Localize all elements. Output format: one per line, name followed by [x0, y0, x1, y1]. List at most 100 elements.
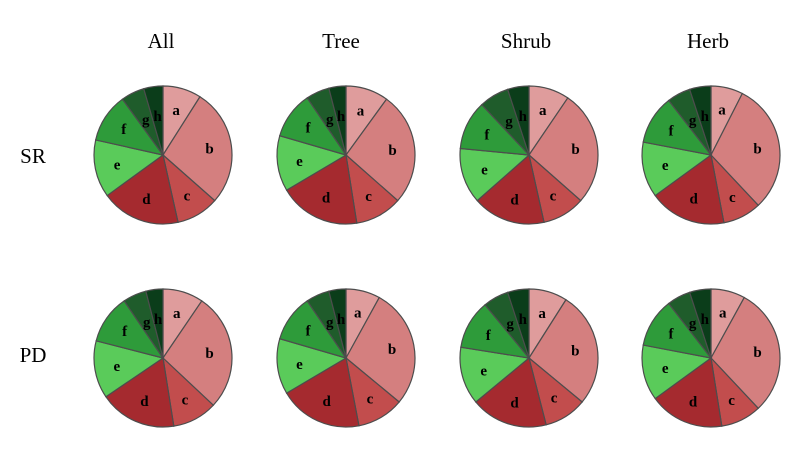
slice-d [476, 153, 545, 225]
slice-b [345, 98, 416, 202]
slice-e [459, 147, 531, 202]
pie-pd-herb: a b c d e fg h [641, 288, 781, 428]
slice-label-b: b [571, 344, 579, 360]
slice-label-e: e [662, 158, 669, 174]
slice-label-a: a [354, 306, 362, 322]
slice-d [654, 153, 725, 225]
slice-h [506, 85, 530, 156]
slice-h [328, 85, 347, 156]
slice-d [105, 356, 175, 428]
slice-b [528, 97, 599, 202]
slice-h [688, 85, 712, 156]
slice-h [688, 288, 712, 359]
slice-label-g: g [143, 315, 151, 331]
slice-label-d: d [322, 191, 331, 207]
slice-label-e: e [296, 154, 303, 170]
slice-label-d: d [510, 193, 519, 209]
slice-label-e: e [296, 357, 303, 373]
row-title-sr: SR [20, 144, 46, 168]
slice-label-f: f [122, 324, 128, 340]
column-title-tree: Tree [322, 29, 360, 53]
slice-label-e: e [480, 363, 487, 379]
slice-e [93, 139, 165, 197]
slice-label-g: g [326, 315, 334, 331]
slice-label-h: h [519, 109, 528, 125]
slice-label-g: g [142, 113, 150, 129]
pie-sr-tree: a b c d e fg h [276, 85, 416, 225]
slice-label-b: b [571, 142, 579, 158]
slice-h [328, 288, 347, 359]
slice-d [106, 153, 179, 225]
slice-label-c: c [728, 393, 735, 409]
slice-label-c: c [365, 189, 372, 205]
pie-sr-herb: a b c d e fg h [641, 85, 781, 225]
slice-label-f: f [306, 120, 312, 136]
slice-label-b: b [753, 345, 761, 361]
slice-label-d: d [690, 192, 699, 208]
slice-label-a: a [173, 306, 181, 322]
slice-label-e: e [481, 163, 488, 179]
slice-label-a: a [357, 103, 365, 119]
slice-label-b: b [388, 342, 396, 358]
column-title-herb: Herb [687, 29, 729, 53]
pie-sr-shrub: a b c d e fg h [459, 85, 599, 225]
slice-label-e: e [113, 359, 120, 375]
slice-e [641, 141, 713, 197]
pie-sr-all: a b c d e fg h [93, 85, 233, 225]
slice-label-c: c [367, 391, 374, 407]
slice-h [145, 288, 164, 359]
slice-label-a: a [172, 103, 180, 119]
slice-label-e: e [114, 158, 121, 174]
slice-d [285, 357, 360, 428]
slice-label-d: d [140, 394, 149, 410]
slice-d [654, 356, 723, 428]
slice-b [710, 92, 781, 207]
slice-label-c: c [551, 391, 558, 407]
slice-label-a: a [539, 103, 547, 119]
slice-label-h: h [337, 109, 346, 125]
slice-label-b: b [205, 346, 213, 362]
slice-label-d: d [689, 394, 698, 410]
slice-d [474, 356, 547, 428]
slice-label-h: h [701, 312, 710, 328]
slice-b [345, 296, 416, 403]
slice-b [710, 296, 781, 410]
slice-label-h: h [701, 109, 710, 125]
slice-label-c: c [550, 188, 557, 204]
column-title-shrub: Shrub [501, 29, 551, 53]
slice-label-g: g [689, 113, 697, 129]
slice-label-c: c [182, 393, 189, 409]
column-titles: All Tree Shrub Herb [148, 29, 729, 53]
slice-e [93, 340, 165, 398]
slice-label-f: f [484, 127, 490, 143]
slice-label-g: g [505, 114, 513, 130]
column-title-all: All [148, 29, 175, 53]
slice-label-b: b [753, 141, 761, 157]
slice-label-f: f [669, 124, 675, 140]
slice-h [143, 85, 164, 156]
slice-d [285, 154, 358, 225]
slice-label-d: d [323, 394, 332, 410]
slice-label-f: f [669, 327, 675, 343]
slice-label-g: g [506, 317, 514, 333]
slice-label-f: f [121, 122, 127, 138]
slice-e [276, 338, 348, 394]
slice-b [528, 298, 599, 403]
slice-e [459, 346, 531, 403]
slice-label-a: a [538, 306, 546, 322]
pie-pd-tree: a b c d e fg h [276, 288, 416, 428]
slice-label-f: f [306, 323, 312, 339]
slice-label-a: a [718, 102, 726, 118]
slice-label-d: d [142, 192, 151, 208]
row-title-pd: PD [20, 343, 47, 367]
slice-label-d: d [510, 396, 519, 412]
slice-label-g: g [689, 316, 697, 332]
slice-label-h: h [337, 312, 346, 328]
slice-label-h: h [519, 312, 528, 328]
slice-label-c: c [184, 188, 191, 204]
slice-label-a: a [719, 306, 727, 322]
pie-pd-shrub: a b c d e fg h [459, 288, 599, 428]
row-titles: SR PD [20, 144, 47, 367]
